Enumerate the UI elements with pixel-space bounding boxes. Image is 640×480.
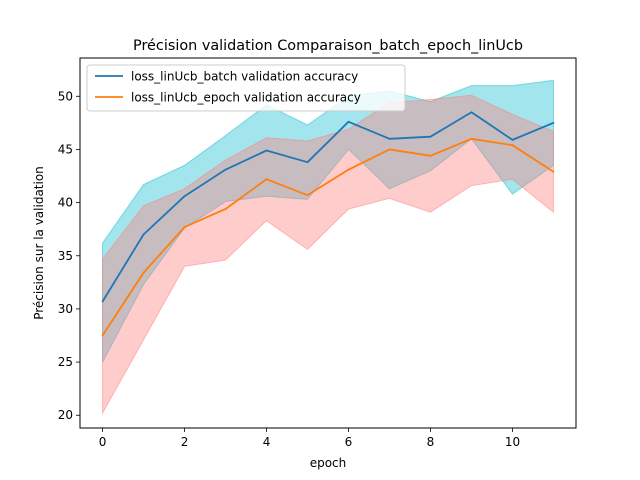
- y-tick-label: 45: [58, 142, 73, 156]
- series-line-batch: [101, 111, 554, 302]
- data-point-batch: [388, 137, 391, 140]
- data-point-batch: [347, 120, 350, 123]
- axes-frame: [79, 57, 577, 429]
- data-point-epoch: [224, 208, 227, 210]
- y-axis-label: Précision sur la validation: [32, 166, 46, 320]
- legend: loss_linUcb_batch validation accuracy lo…: [86, 64, 406, 112]
- y-tick-label: 25: [58, 355, 73, 369]
- data-point-epoch: [265, 178, 268, 181]
- x-tick-label: 0: [99, 435, 107, 449]
- x-tick-label: 4: [263, 435, 271, 449]
- data-point-batch: [265, 149, 268, 152]
- x-tick-label: 2: [181, 435, 189, 449]
- data-point-epoch: [306, 194, 309, 197]
- data-point-epoch: [470, 137, 473, 140]
- data-point-epoch: [101, 334, 104, 337]
- y-tick-label: 20: [58, 408, 73, 422]
- x-tick-label: 10: [505, 435, 520, 449]
- x-axis-label: epoch: [310, 456, 347, 470]
- data-point-batch: [470, 111, 473, 114]
- data-point-epoch: [511, 144, 514, 147]
- data-point-epoch: [347, 168, 350, 171]
- series-line-epoch: [101, 137, 554, 336]
- y-tick-label: 30: [58, 302, 73, 316]
- series-lines: [101, 111, 555, 337]
- x-tick-label: 6: [345, 435, 353, 449]
- y-axis-ticks: 20 25 30 35 40 45 50: [58, 89, 80, 422]
- x-axis-ticks: 0 2 4 6 8 10: [99, 428, 520, 449]
- data-point-batch: [306, 161, 309, 164]
- x-tick-label: 8: [427, 435, 435, 449]
- legend-label-epoch: loss_linUcb_epoch validation accuracy: [131, 91, 361, 105]
- data-point-epoch: [552, 170, 555, 173]
- chart-title: Précision validation Comparaison_batch_e…: [133, 38, 523, 54]
- data-point-epoch: [183, 226, 186, 228]
- data-point-batch: [224, 168, 227, 171]
- data-point-batch: [552, 121, 555, 124]
- data-point-batch: [183, 195, 186, 198]
- confidence-band-epoch: [102, 94, 554, 416]
- legend-label-batch: loss_linUcb_batch validation accuracy: [131, 70, 358, 84]
- data-point-batch: [429, 135, 432, 138]
- data-point-batch: [101, 300, 104, 303]
- data-point-batch: [511, 138, 514, 141]
- confidence-bands: [102, 79, 554, 416]
- data-point-epoch: [142, 271, 145, 274]
- data-point-batch: [142, 233, 145, 236]
- y-tick-label: 50: [58, 89, 73, 103]
- y-tick-label: 40: [58, 196, 73, 210]
- legend-box: [86, 64, 406, 112]
- data-point-epoch: [429, 154, 432, 157]
- data-point-epoch: [388, 148, 391, 151]
- y-tick-label: 35: [58, 249, 73, 263]
